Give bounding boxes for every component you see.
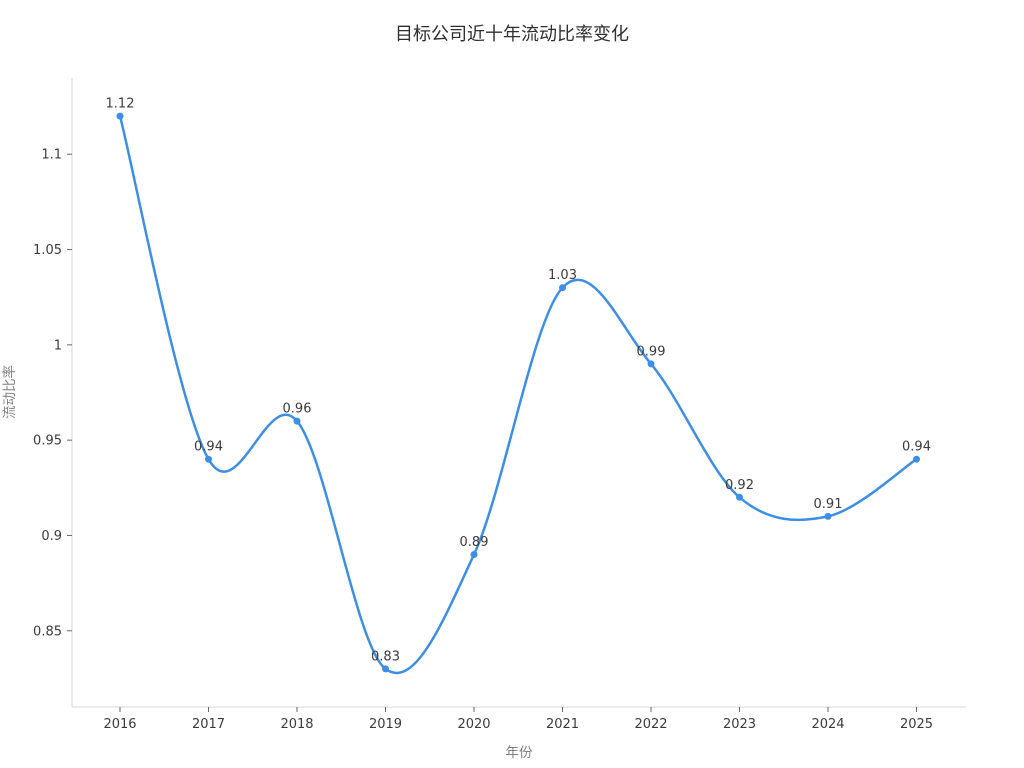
data-point-label: 0.94 bbox=[902, 440, 931, 455]
x-axis-title: 年份 bbox=[506, 745, 534, 761]
series-path bbox=[118, 114, 918, 675]
data-point[interactable] bbox=[913, 455, 920, 463]
data-point-label: 1.12 bbox=[106, 97, 135, 112]
data-point-label: 1.03 bbox=[548, 268, 577, 283]
x-tick-label: 2021 bbox=[546, 717, 579, 732]
point-labels: 1.12 0.94 0.96 0.83 0.89 1.03 0.99 0.92 0.91 0.94 bbox=[106, 97, 931, 665]
data-point-label: 0.83 bbox=[371, 649, 400, 664]
data-point[interactable] bbox=[116, 112, 124, 120]
y-tick-label: 0.9 bbox=[41, 529, 62, 544]
x-tick-label: 2023 bbox=[723, 717, 756, 732]
x-tick-label: 2024 bbox=[811, 717, 844, 732]
y-axis-title: 流动比率 bbox=[1, 365, 18, 419]
data-point-label: 0.89 bbox=[460, 535, 489, 550]
x-tick-label: 2016 bbox=[103, 717, 136, 732]
data-point[interactable] bbox=[470, 551, 478, 558]
data-point-label: 0.99 bbox=[637, 344, 666, 359]
x-tick-label: 2018 bbox=[280, 717, 313, 732]
axes: 1.1 1.05 1 0.95 0.9 0.85 2016 2017 2018 2019 2020 2… bbox=[33, 78, 966, 732]
x-tick-label: 2019 bbox=[369, 717, 402, 732]
y-tick-label: 0.95 bbox=[33, 434, 62, 449]
data-point[interactable] bbox=[824, 512, 832, 520]
x-tick-label: 2022 bbox=[634, 717, 667, 732]
chart-title: 目标公司近十年流动比率变化 bbox=[395, 24, 629, 45]
x-tick-label: 2025 bbox=[900, 717, 933, 732]
x-tick-label: 2017 bbox=[192, 717, 225, 732]
data-point-label: 0.91 bbox=[814, 497, 843, 512]
data-point-label: 0.96 bbox=[283, 402, 312, 417]
data-point[interactable] bbox=[382, 665, 389, 673]
data-point[interactable] bbox=[647, 360, 655, 368]
x-tick-label: 2020 bbox=[457, 717, 490, 732]
data-point[interactable] bbox=[293, 417, 301, 425]
y-tick-label: 1.1 bbox=[41, 148, 62, 163]
y-tick-label: 1 bbox=[54, 338, 62, 353]
data-point-label: 0.92 bbox=[725, 478, 754, 493]
data-point-label: 0.94 bbox=[194, 440, 223, 455]
data-point[interactable] bbox=[559, 284, 566, 292]
y-tick-label: 0.85 bbox=[33, 624, 62, 639]
data-point[interactable] bbox=[205, 455, 212, 463]
series-line bbox=[116, 112, 920, 675]
data-point[interactable] bbox=[736, 493, 743, 501]
y-tick-label: 1.05 bbox=[33, 243, 62, 258]
